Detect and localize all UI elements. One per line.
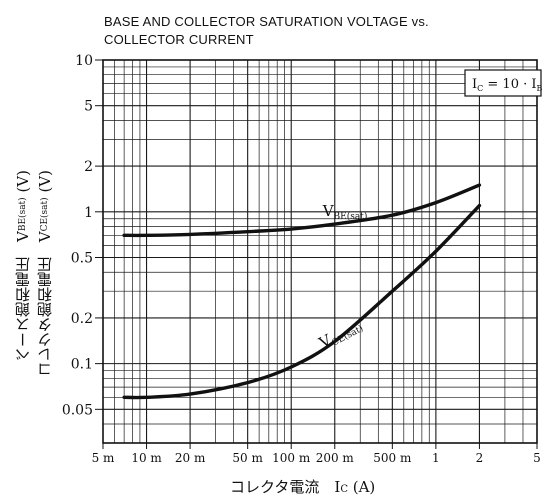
- x-axis-title-sub: C: [340, 484, 348, 495]
- chart-subtitle: COLLECTOR CURRENT: [104, 32, 254, 47]
- x-axis-title: コレクタ電流 IC (A): [230, 476, 375, 497]
- x-tick-label: 50 m: [232, 451, 263, 465]
- x-tick-label: 5 m: [92, 451, 115, 465]
- annotation-box: [464, 69, 542, 97]
- y-tick-label: 2: [84, 159, 93, 175]
- x-tick-label: 5: [533, 451, 541, 465]
- x-axis-title-text: コレクタ電流 I: [230, 478, 341, 496]
- y-tick-label: 10: [75, 53, 93, 69]
- x-tick-label: 200 m: [316, 451, 355, 465]
- x-tick-label: 1: [432, 451, 440, 465]
- x-tick-label: 10 m: [131, 451, 162, 465]
- y-tick-label: 0.1: [71, 357, 93, 373]
- y-tick-label: 0.05: [62, 402, 93, 418]
- x-tick-label: 100 m: [272, 451, 311, 465]
- series-label-0: VBE(sat): [322, 202, 368, 222]
- chart-title: BASE AND COLLECTOR SATURATION VOLTAGE vs…: [104, 14, 429, 29]
- annotation-text: IC = 10 · IB: [472, 77, 543, 93]
- y-tick-label: 0.2: [71, 311, 93, 327]
- plot-frame: [102, 59, 538, 444]
- y-tick-label: 5: [84, 99, 93, 115]
- x-tick-label: 2: [476, 451, 484, 465]
- x-tick-label: 500 m: [373, 451, 412, 465]
- y-tick-label: 0.5: [71, 251, 93, 267]
- x-axis-title-unit: (A): [347, 478, 376, 496]
- y-tick-label: 1: [84, 205, 93, 221]
- series-line-0: [122, 183, 482, 238]
- x-tick-label: 20 m: [175, 451, 206, 465]
- series-line-1: [122, 203, 482, 400]
